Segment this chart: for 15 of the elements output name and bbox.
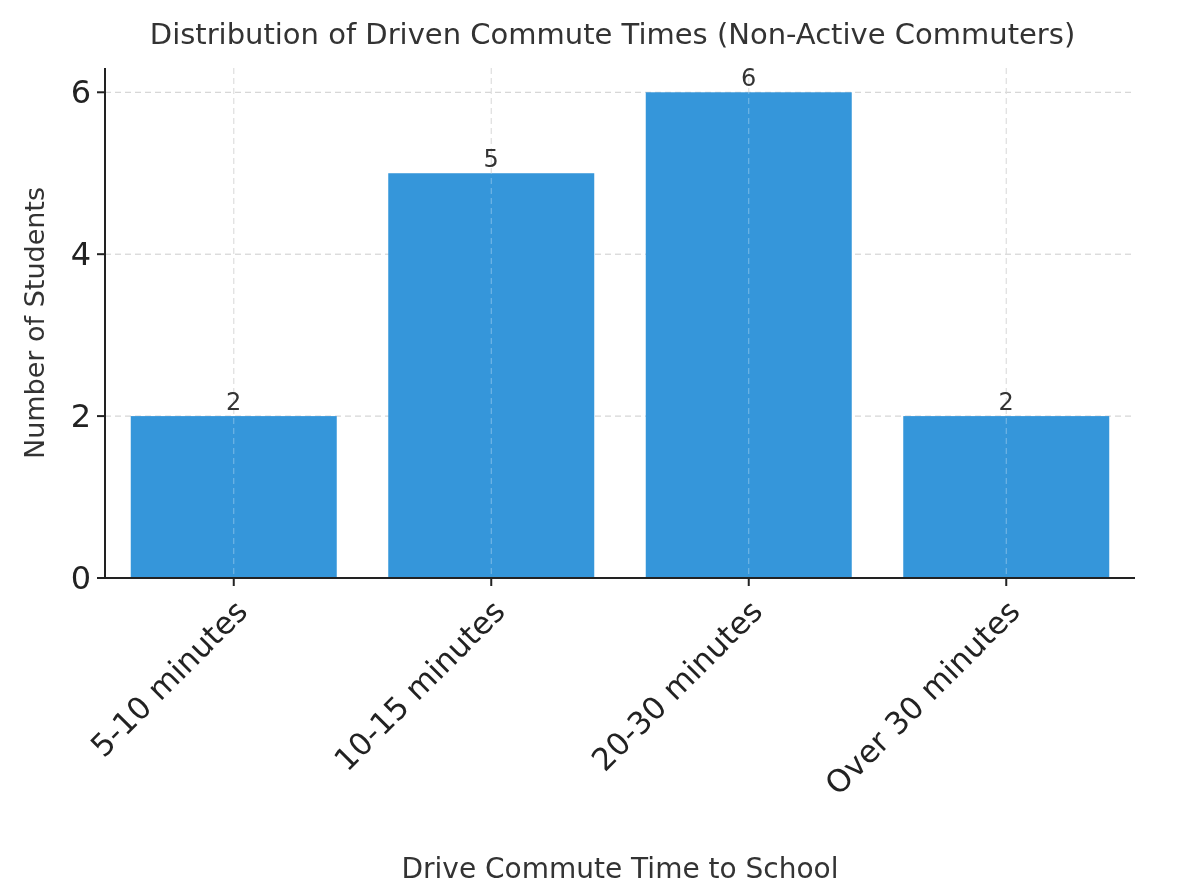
x-axis-title: Drive Commute Time to School [401,852,839,884]
y-tick-label: 6 [70,73,91,112]
data-label: 2 [226,388,242,417]
data-label: 2 [998,388,1014,417]
data-label: 5 [483,145,499,174]
bar [130,416,337,578]
y-tick-label: 2 [70,397,91,436]
y-tick-label: 4 [70,235,91,274]
y-axis-title: Number of Students [19,186,50,460]
y-tick-label: 0 [70,559,91,598]
bar [388,173,595,578]
bar [903,416,1110,578]
data-label: 6 [741,64,757,93]
bar [645,92,852,578]
chart-title: Distribution of Driven Commute Times (Non-Active Commuters) [149,17,1076,51]
